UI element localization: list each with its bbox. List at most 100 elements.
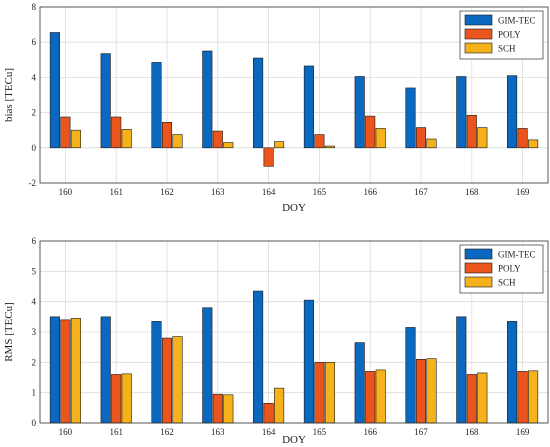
legend-swatch-poly (464, 262, 493, 274)
x-tick-label: 164 (262, 187, 276, 197)
bar-poly-168 (466, 114, 477, 149)
bar-gim-tec-165 (303, 65, 314, 149)
x-tick-label: 165 (313, 187, 327, 197)
bar-sch-163 (223, 142, 234, 149)
bar-sch-169 (528, 139, 539, 149)
bar-sch-160 (70, 318, 81, 424)
x-tick-label: 169 (516, 187, 530, 197)
bar-poly-164 (263, 402, 274, 424)
bar-gim-tec-163 (202, 307, 213, 424)
bar-sch-164 (274, 141, 285, 149)
bar-sch-162 (172, 336, 183, 424)
bar-poly-169 (517, 371, 528, 424)
legend-swatch-sch (464, 42, 493, 54)
bar-poly-163 (212, 393, 223, 424)
legend-label-poly: POLY (498, 264, 521, 274)
y-tick-label: 2 (32, 357, 37, 367)
y-tick-label: 0 (32, 143, 37, 153)
bar-sch-167 (426, 138, 437, 149)
bar-sch-163 (223, 394, 234, 424)
bar-gim-tec-162 (151, 62, 162, 149)
y-tick-label: 8 (32, 2, 37, 12)
x-tick-label: 161 (109, 187, 123, 197)
legend-label-gim-tec: GIM-TEC (498, 16, 536, 26)
bar-poly-163 (212, 130, 223, 149)
bar-poly-166 (365, 371, 376, 424)
legend-label-sch: SCH (498, 44, 516, 54)
bar-gim-tec-164 (253, 290, 264, 424)
bar-sch-168 (477, 372, 488, 424)
bar-sch-165 (324, 145, 335, 149)
y-axis-label: bias [TECu] (3, 68, 15, 122)
axes-border (39, 6, 549, 184)
bar-gim-tec-165 (303, 299, 314, 424)
bar-poly-167 (415, 358, 427, 424)
legend-swatch-gim-tec (464, 248, 493, 260)
bar-sch-164 (274, 387, 285, 424)
x-tick-label: 167 (414, 427, 428, 437)
x-tick-label: 166 (363, 187, 377, 197)
legend-swatch-gim-tec (464, 14, 493, 26)
x-axis-label: DOY (282, 202, 306, 214)
bar-poly-164 (263, 147, 274, 167)
x-tick-label: 167 (414, 187, 428, 197)
chart-0: -2 0 2 4 6 8 160 161 162 163 164 165 166 167 168 169 DOY… (3, 2, 549, 214)
y-tick-label: 6 (32, 37, 37, 47)
bar-gim-tec-163 (202, 50, 213, 149)
y-tick-label: 3 (32, 327, 37, 337)
bar-poly-167 (415, 127, 427, 149)
x-tick-label: 166 (363, 427, 377, 437)
bar-poly-162 (161, 337, 173, 424)
x-tick-label: 163 (211, 187, 225, 197)
x-tick-label: 164 (262, 427, 276, 437)
x-tick-label: 169 (516, 427, 530, 437)
x-tick-label: 168 (465, 187, 479, 197)
y-tick-label: 6 (32, 236, 37, 246)
legend-swatch-poly (464, 28, 493, 40)
legend-label-sch: SCH (498, 278, 516, 288)
x-tick-label: 160 (59, 427, 73, 437)
bar-sch-168 (477, 127, 488, 149)
legend-label-gim-tec: GIM-TEC (498, 250, 536, 260)
bar-poly-166 (365, 115, 376, 149)
bar-sch-160 (70, 129, 81, 149)
x-tick-label: 162 (160, 427, 174, 437)
y-tick-label: 2 (32, 108, 37, 118)
legend-label-poly: POLY (498, 30, 521, 40)
bar-sch-161 (121, 129, 132, 149)
bar-poly-168 (466, 374, 477, 424)
x-tick-label: 168 (465, 427, 479, 437)
axes-border (39, 240, 549, 424)
bar-gim-tec-169 (507, 75, 518, 149)
bar-sch-162 (172, 134, 183, 149)
bar-gim-tec-160 (49, 316, 60, 424)
bar-gim-tec-161 (100, 316, 111, 424)
bar-gim-tec-168 (456, 76, 467, 149)
x-tick-label: 165 (313, 427, 327, 437)
x-tick-label: 161 (109, 427, 123, 437)
bar-gim-tec-167 (405, 327, 416, 424)
y-tick-label: 4 (32, 72, 37, 82)
y-tick-label: -2 (29, 178, 37, 188)
bar-poly-165 (314, 362, 325, 424)
chart-1: 0 1 2 3 4 5 6 160 161 162 163 164 165 166 167 168 169 DOY… (3, 236, 549, 446)
legend-swatch-sch (464, 276, 493, 288)
bar-poly-160 (60, 319, 71, 424)
bar-poly-160 (60, 116, 71, 149)
legend: GIM-TEC POLY SCH (459, 10, 544, 60)
y-tick-label: 1 (32, 388, 37, 398)
bar-gim-tec-166 (354, 76, 365, 149)
bar-poly-162 (161, 121, 173, 149)
bar-sch-161 (121, 373, 132, 424)
x-tick-label: 160 (59, 187, 73, 197)
bar-sch-165 (324, 362, 335, 424)
bar-sch-166 (375, 128, 386, 149)
bar-sch-167 (426, 358, 437, 424)
y-tick-label: 4 (32, 297, 37, 307)
bar-sch-166 (375, 369, 386, 424)
y-tick-label: 5 (32, 266, 37, 276)
bar-poly-169 (517, 128, 528, 149)
legend: GIM-TEC POLY SCH (459, 244, 544, 294)
bar-sch-169 (528, 370, 539, 424)
